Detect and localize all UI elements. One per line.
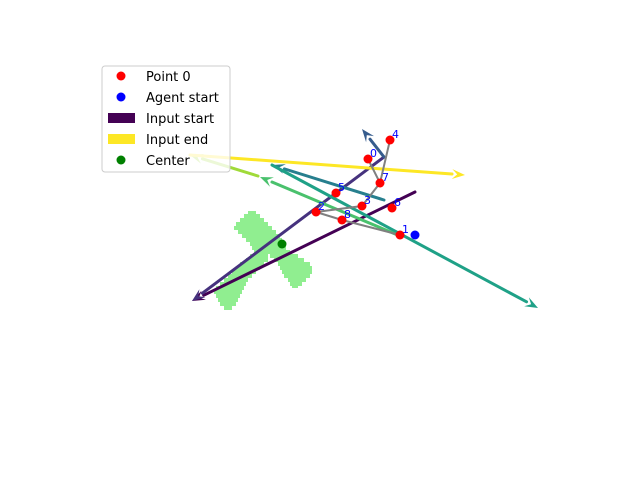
region-cell — [240, 262, 264, 266]
legend-frame — [101, 65, 231, 173]
path-layer — [315, 139, 401, 236]
arrow-layer — [188, 129, 538, 308]
center-marker — [277, 239, 287, 249]
region-cell — [274, 258, 304, 262]
region-cell — [214, 290, 242, 294]
legend-entry: Input start — [108, 112, 214, 127]
region-cell — [216, 294, 240, 298]
region-cell — [246, 238, 282, 242]
region-cell — [236, 266, 260, 270]
input-arrow — [188, 153, 465, 179]
point-label: 0 — [370, 147, 377, 160]
region-cell — [218, 298, 238, 302]
region-cell — [240, 218, 264, 222]
region-cell — [250, 254, 268, 258]
region-cell — [248, 211, 256, 214]
region-cell — [246, 258, 268, 262]
region-cell — [278, 262, 310, 266]
legend-swatch — [108, 134, 135, 144]
region-cell — [258, 250, 290, 254]
region-cell — [290, 282, 302, 286]
arrow-shaft — [202, 190, 417, 297]
region-cell — [288, 278, 306, 282]
legend-label: Center — [146, 154, 190, 169]
legend-label: Input end — [146, 133, 208, 148]
arrow-head — [260, 177, 274, 187]
arrow-shaft — [200, 155, 386, 295]
region-cell — [282, 270, 312, 274]
region-layer — [214, 211, 312, 310]
legend-label: Agent start — [146, 91, 219, 106]
point-label: 5 — [338, 181, 345, 194]
point-marker — [387, 203, 397, 213]
region-cell — [242, 234, 280, 238]
region-cell — [252, 246, 286, 250]
legend-swatch — [116, 71, 126, 81]
point-marker — [363, 154, 373, 164]
point-marker — [385, 135, 395, 145]
point-label: 8 — [344, 208, 351, 221]
point-marker — [331, 188, 341, 198]
point-marker — [395, 230, 405, 240]
region-cell — [238, 230, 276, 234]
point-label: 6 — [394, 196, 401, 209]
region-cell — [216, 286, 244, 290]
arrow-head — [524, 297, 538, 308]
legend: Point 0 Agent start Input start Input end Ce… — [101, 65, 231, 173]
point-marker — [375, 178, 385, 188]
region-cell — [220, 302, 236, 306]
label-layer: 0 1 2 3 4 5 67 8 — [318, 128, 409, 236]
region-cell — [254, 250, 266, 254]
input-arrow — [192, 190, 417, 301]
region-cell — [236, 222, 268, 226]
input-arrow — [192, 155, 386, 301]
region-cell — [284, 274, 310, 278]
region-cell — [244, 214, 260, 218]
point-label: 1 — [402, 223, 409, 236]
region-cell — [220, 282, 246, 286]
point-label: 2 — [318, 200, 325, 213]
arrow-head — [451, 169, 465, 179]
point-label: 4 — [392, 128, 399, 141]
legend-entry: Point 0 — [116, 70, 191, 85]
legend-entry: Center — [116, 154, 190, 169]
arrow-head — [192, 289, 206, 301]
visit-path — [315, 139, 401, 236]
arrow-shaft — [282, 167, 386, 202]
point-marker — [311, 207, 321, 217]
arrow-shaft — [188, 153, 454, 176]
legend-label: Point 0 — [146, 70, 191, 85]
region-cell — [292, 286, 298, 288]
legend-entry: Agent start — [116, 91, 219, 106]
legend-swatch — [116, 155, 126, 165]
arrow-shaft — [368, 137, 386, 159]
region-cell — [232, 270, 256, 274]
point-layer — [277, 135, 420, 249]
legend-label: Input start — [146, 112, 214, 127]
input-arrow — [362, 129, 386, 159]
point-label: 7 — [382, 171, 389, 184]
point-marker — [357, 201, 367, 211]
point-marker — [337, 215, 347, 225]
arrow-head — [362, 129, 374, 143]
region-cell — [224, 306, 232, 310]
agent-start-marker — [410, 230, 420, 240]
region-cell — [280, 266, 312, 270]
input-arrow — [270, 163, 538, 308]
region-cell — [234, 226, 272, 230]
legend-swatch — [116, 92, 126, 102]
point-label: 3 — [364, 194, 371, 207]
legend-swatch — [108, 113, 135, 123]
legend-entry: Input end — [108, 133, 208, 148]
